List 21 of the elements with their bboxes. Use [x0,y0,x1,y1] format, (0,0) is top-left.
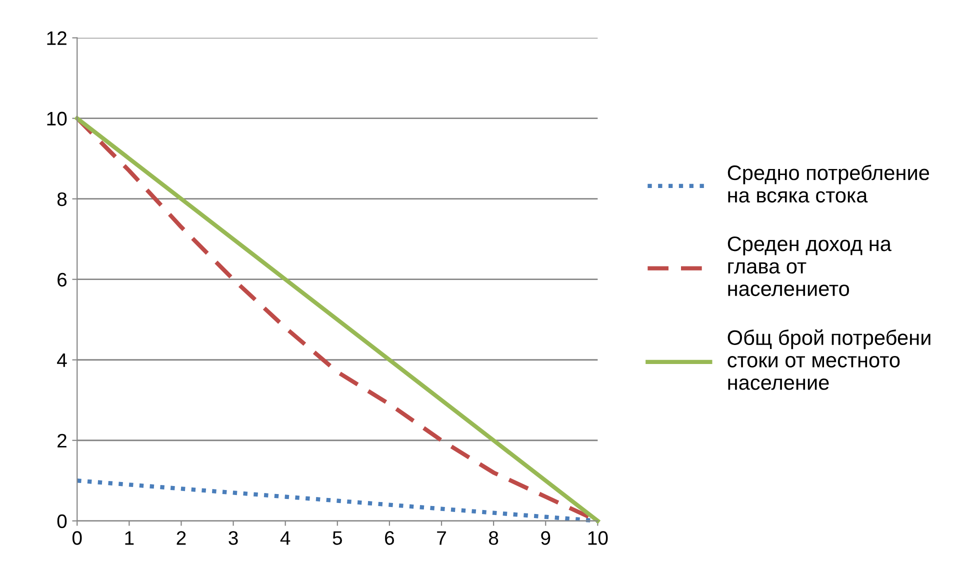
x-tick-label: 2 [176,531,186,545]
x-tick-label: 3 [228,531,238,545]
x-tick-label: 6 [385,531,394,545]
y-tick-label: 0 [57,514,67,528]
legend-label: Среден доход на глава от населението [728,236,892,296]
x-tick-label: 8 [489,531,498,545]
x-tick-label: 9 [541,531,550,545]
y-tick-label: 4 [57,354,67,367]
legend-label: Общ брой потребени стоки от местното население [728,329,930,390]
x-tick-label: 10 [588,531,608,545]
y-tick-label: 6 [58,272,67,287]
x-tick-label: 7 [437,531,446,545]
x-tick-label: 4 [280,531,290,545]
x-tick-label: 1 [125,531,134,545]
y-tick-label: 10 [47,112,67,126]
y-tick-label: 8 [57,192,67,206]
x-tick-label: 5 [332,531,342,545]
legend-label: Средно потребление на всяка стока [728,164,930,203]
x-tick-label: 0 [72,531,82,545]
y-tick-label: 12 [47,31,66,45]
y-tick-label: 2 [58,434,66,448]
